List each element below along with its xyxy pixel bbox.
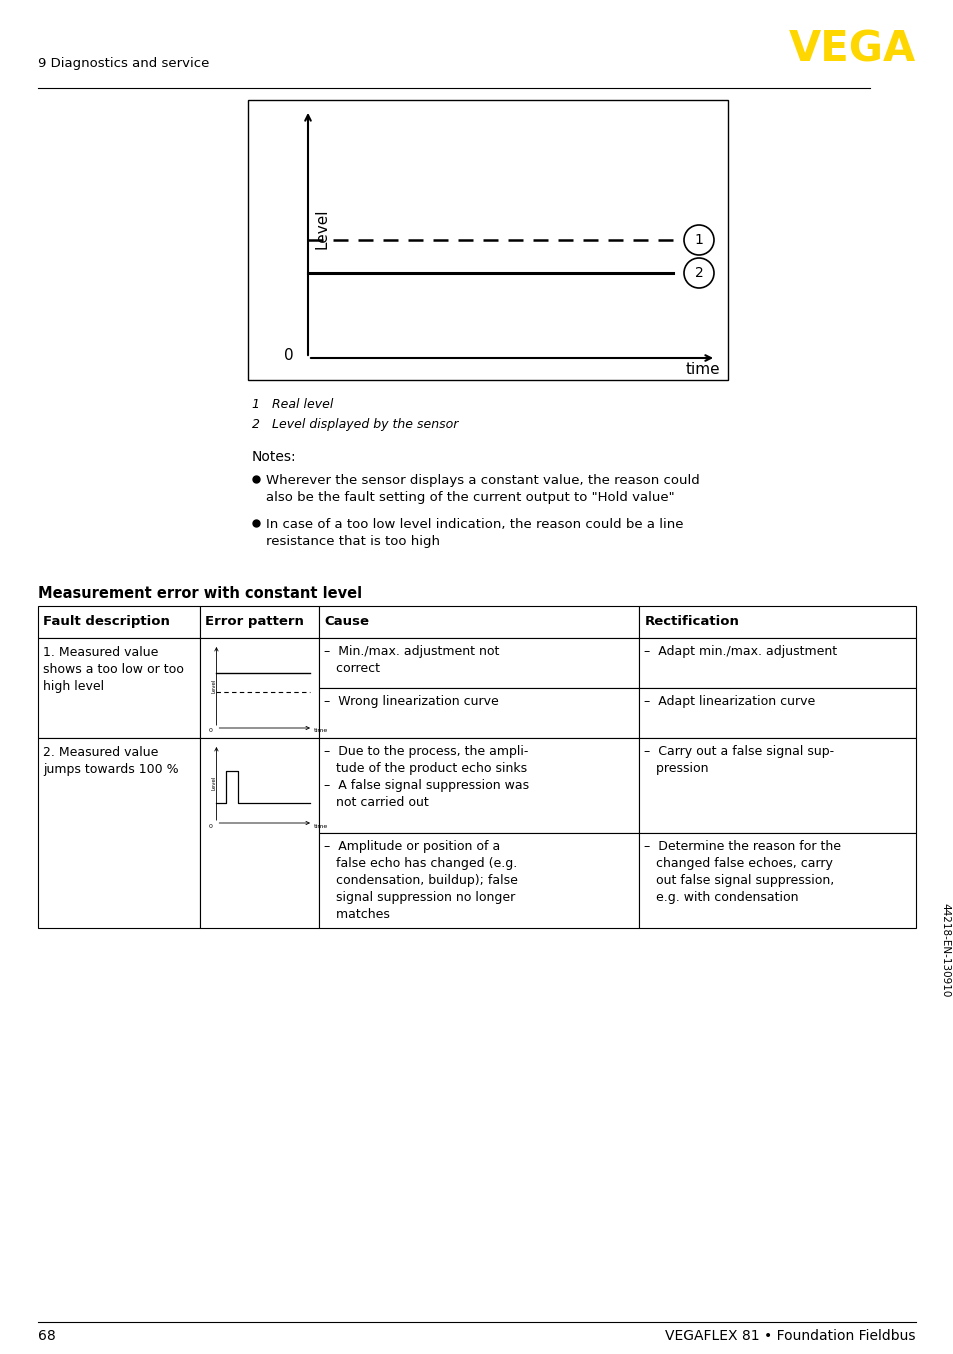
Text: –  Wrong linearization curve: – Wrong linearization curve — [324, 695, 498, 708]
Text: –  Amplitude or position of a
   false echo has changed (e.g.
   condensation, b: – Amplitude or position of a false echo … — [324, 839, 517, 921]
Bar — [318, 607, 639, 638]
Bar — [639, 833, 915, 927]
Text: Wherever the sensor displays a constant value, the reason could
also be the faul: Wherever the sensor displays a constant … — [266, 474, 699, 505]
Text: –  Due to the process, the ampli-
   tude of the product echo sinks
–  A false s: – Due to the process, the ampli- tude of… — [324, 745, 529, 808]
Text: Notes:: Notes: — [252, 450, 296, 464]
Bar — [248, 100, 727, 380]
Text: Level: Level — [314, 209, 329, 249]
Text: time: time — [684, 362, 720, 376]
Text: 2. Measured value
jumps towards 100 %: 2. Measured value jumps towards 100 % — [43, 746, 178, 776]
Text: –  Min./max. adjustment not
   correct: – Min./max. adjustment not correct — [324, 645, 498, 676]
Text: Rectification: Rectification — [644, 615, 739, 628]
Text: Fault description: Fault description — [43, 615, 170, 628]
Bar — [200, 738, 318, 927]
Text: VEGA: VEGA — [788, 28, 915, 70]
Text: Error pattern: Error pattern — [205, 615, 304, 628]
Circle shape — [683, 225, 713, 255]
Bar — [639, 688, 915, 738]
Bar — [318, 833, 639, 927]
Text: 0: 0 — [209, 823, 213, 829]
Text: Cause: Cause — [324, 615, 369, 628]
Bar — [639, 738, 915, 833]
Bar — [38, 738, 200, 927]
Text: 44218-EN-130910: 44218-EN-130910 — [939, 903, 949, 997]
Bar — [318, 738, 639, 833]
Text: Level: Level — [212, 776, 216, 791]
Bar — [639, 607, 915, 638]
Text: 2   Level displayed by the sensor: 2 Level displayed by the sensor — [252, 418, 457, 431]
Text: time: time — [314, 728, 328, 734]
Text: time: time — [314, 823, 328, 829]
Bar — [639, 638, 915, 688]
Text: 2: 2 — [694, 265, 702, 280]
Bar — [318, 688, 639, 738]
Bar — [318, 638, 639, 688]
Text: 68: 68 — [38, 1330, 55, 1343]
Bar — [38, 607, 200, 638]
Text: Measurement error with constant level: Measurement error with constant level — [38, 586, 362, 601]
Text: –  Adapt linearization curve: – Adapt linearization curve — [644, 695, 815, 708]
Text: –  Carry out a false signal sup-
   pression: – Carry out a false signal sup- pression — [644, 745, 834, 774]
Text: 1. Measured value
shows a too low or too
high level: 1. Measured value shows a too low or too… — [43, 646, 184, 693]
Text: 1: 1 — [694, 233, 702, 246]
Circle shape — [683, 259, 713, 288]
Text: Level: Level — [212, 678, 216, 693]
Text: 9 Diagnostics and service: 9 Diagnostics and service — [38, 57, 209, 70]
Text: –  Adapt min./max. adjustment: – Adapt min./max. adjustment — [644, 645, 837, 658]
Text: –  Determine the reason for the
   changed false echoes, carry
   out false sign: – Determine the reason for the changed f… — [644, 839, 841, 904]
Text: 0: 0 — [209, 728, 213, 734]
Bar — [200, 607, 318, 638]
Text: 1   Real level: 1 Real level — [252, 398, 333, 412]
Text: 0: 0 — [284, 348, 294, 363]
Text: VEGAFLEX 81 • Foundation Fieldbus: VEGAFLEX 81 • Foundation Fieldbus — [665, 1330, 915, 1343]
Bar — [200, 638, 318, 738]
Text: In case of a too low level indication, the reason could be a line
resistance tha: In case of a too low level indication, t… — [266, 519, 682, 548]
Bar — [38, 638, 200, 738]
